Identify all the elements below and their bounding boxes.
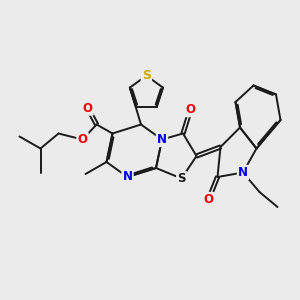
Text: S: S xyxy=(142,69,151,82)
Text: O: O xyxy=(77,133,88,146)
Text: N: N xyxy=(157,133,167,146)
Text: N: N xyxy=(122,170,133,184)
Text: N: N xyxy=(238,166,248,179)
Text: S: S xyxy=(177,172,186,185)
Text: O: O xyxy=(203,193,214,206)
Text: O: O xyxy=(82,101,93,115)
Text: O: O xyxy=(185,103,196,116)
